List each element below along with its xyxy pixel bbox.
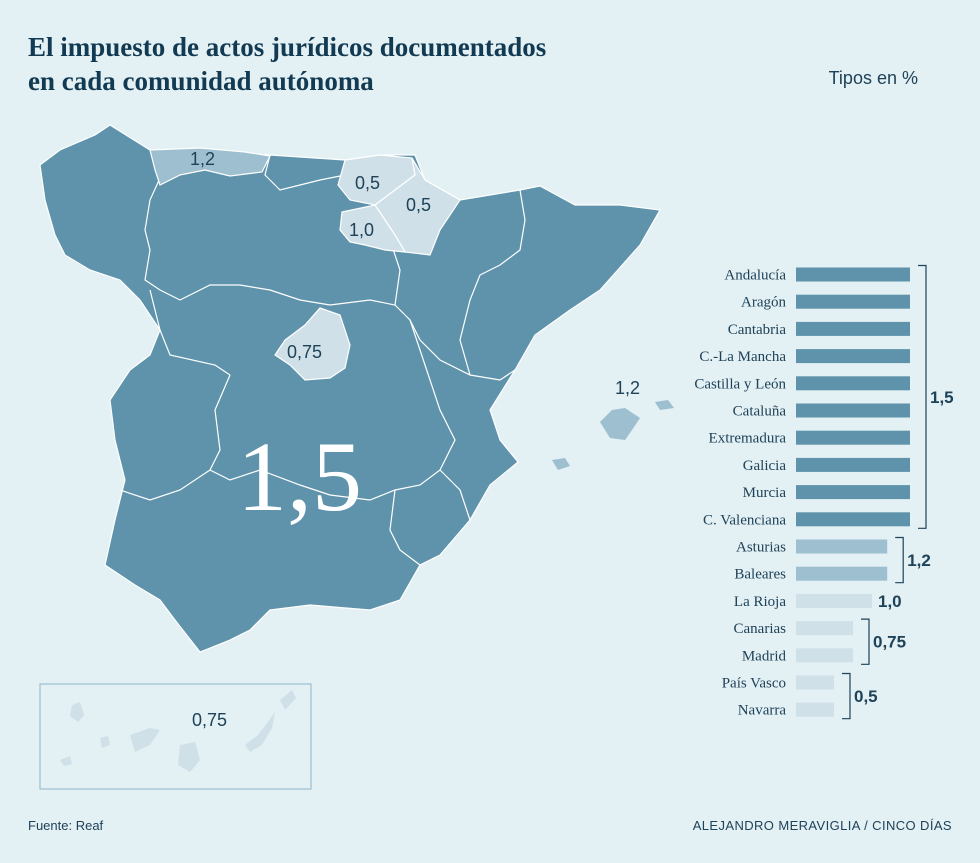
bar: [796, 376, 910, 391]
category-label: Canarias: [734, 621, 787, 637]
la-rioja-region: [339, 204, 407, 253]
map-label-canarias: 0,75: [192, 710, 227, 730]
group-bracket: [895, 536, 904, 584]
bar: [796, 403, 910, 418]
map-label-madrid: 0,75: [287, 342, 322, 362]
map-label-la-rioja: 1,0: [349, 220, 374, 240]
category-label: Madrid: [742, 648, 787, 664]
chart-title: El impuesto de actos jurídicos documenta…: [28, 30, 546, 98]
unit-label: Tipos en %: [828, 68, 918, 88]
group-value-label: 0,5: [854, 687, 878, 706]
bar: [796, 675, 834, 690]
bar: [796, 648, 853, 663]
bar: [796, 349, 910, 364]
map-label-navarra: 0,5: [406, 195, 431, 215]
category-label: Cantabria: [728, 322, 787, 338]
category-label: Aragón: [741, 295, 786, 311]
bar: [796, 621, 853, 636]
bar: [796, 566, 888, 581]
group-bracket: [842, 672, 851, 720]
group-bracket: [918, 264, 927, 529]
category-label: Galicia: [743, 458, 787, 474]
map-label-main: 1,5: [237, 421, 362, 532]
bar: [796, 294, 910, 309]
group-bracket: [861, 618, 870, 665]
peninsula-map: [39, 124, 661, 653]
map-label-pais-vasco: 0,5: [355, 173, 380, 193]
group-value-label: 1,2: [907, 551, 931, 570]
bar-chart: Andalucía Aragón Cantabria C.-La Mancha Cast…: [694, 264, 954, 720]
bar: [796, 321, 910, 336]
credit-note: ALEJANDRO MERAVIGLIA / CINCO DÍAS: [692, 818, 952, 833]
bar: [796, 593, 872, 608]
canarias-islands: [60, 690, 296, 772]
baleares-islands: [552, 400, 674, 470]
source-note: Fuente: Reaf: [28, 818, 104, 833]
region-borders: [119, 154, 526, 566]
asturias-cantabria-region: [149, 147, 271, 186]
group-value-label: 1,5: [930, 388, 954, 407]
category-label: Cataluña: [733, 404, 787, 420]
group-value-label: 0,75: [873, 633, 906, 652]
bar: [796, 512, 910, 527]
title-line-2: en cada comunidad autónoma: [28, 66, 374, 96]
canarias-inset-frame: [39, 683, 312, 790]
bar: [796, 430, 910, 445]
category-label: La Rioja: [734, 594, 786, 610]
category-label: Extremadura: [709, 431, 787, 447]
category-label: Asturias: [736, 540, 786, 556]
category-label: Andalucía: [724, 268, 786, 284]
map-label-asturias-cantabria: 1,2: [190, 149, 215, 169]
bar: [796, 702, 834, 717]
category-label: País Vasco: [722, 676, 786, 692]
bar: [796, 485, 910, 500]
category-label: C. Valenciana: [703, 512, 786, 528]
title-line-1: El impuesto de actos jurídicos documenta…: [28, 32, 547, 62]
map-label-baleares: 1,2: [615, 378, 640, 398]
category-label: C.-La Mancha: [699, 349, 786, 365]
bar: [796, 267, 910, 282]
category-label: Castilla y León: [694, 376, 786, 392]
category-label: Navarra: [738, 703, 787, 719]
group-value-label: 1,0: [878, 592, 902, 611]
bar: [796, 539, 888, 554]
madrid-region: [274, 307, 351, 381]
category-label: Baleares: [734, 567, 786, 583]
category-label: Murcia: [743, 485, 787, 501]
bar: [796, 457, 910, 472]
